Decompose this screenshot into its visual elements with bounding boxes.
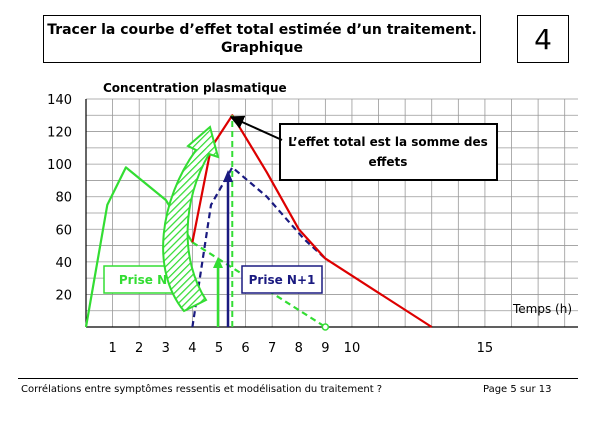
title-box: Tracer la courbe d’effet total estimée d… [43, 15, 481, 63]
callout-text-line-1: L’effet total est la somme des [288, 135, 488, 149]
y-axis-label: Concentration plasmatique [103, 81, 287, 95]
slide-number: 4 [534, 22, 552, 56]
chart-decorations [162, 125, 220, 313]
x-tick-label: 5 [215, 341, 223, 356]
end-marker [321, 323, 330, 331]
x-tick-label: 2 [135, 341, 143, 356]
x-tick-label: 3 [162, 341, 170, 356]
x-tick-label: 1 [108, 341, 116, 356]
footer-page-number: Page 5 sur 13 [483, 384, 552, 395]
y-tick-label: 80 [55, 191, 72, 206]
footer-left-text: Corrélations entre symptômes ressentis e… [21, 384, 383, 395]
y-tick-label: 40 [55, 256, 72, 271]
y-tick-label: 60 [55, 223, 72, 238]
y-tick-label: 140 [47, 93, 72, 108]
x-axis-label: Temps (h) [512, 302, 572, 316]
x-tick-label: 7 [268, 341, 276, 356]
callout-arrow [229, 115, 283, 141]
prise-n-label: Prise N [119, 273, 167, 287]
chart-axes [85, 99, 578, 328]
title-line-2: Graphique [220, 40, 304, 56]
series-line-3 [191, 166, 327, 328]
series-layer: Prise N Prise N+1 L’effet total est la som… [84, 114, 498, 331]
callout-text-line-2: effets [369, 155, 408, 169]
x-tick-label: 9 [321, 341, 329, 356]
prise-n1-box [241, 265, 323, 294]
curved-arrow-shape [162, 125, 220, 313]
tick-labels: 20 40 60 80 100 120 140 1 2 3 4 5 6 7 8 9 10 15 Concentrat… [47, 81, 572, 356]
x-tick-label: 10 [344, 341, 361, 356]
prise-n1-label: Prise N+1 [249, 273, 316, 287]
callout-box [279, 123, 498, 181]
title-line-1: Tracer la courbe d’effet total estimée d… [47, 22, 477, 38]
series-line-2 [191, 241, 326, 328]
y-tick-label: 100 [47, 158, 72, 173]
slide-number-box: 4 [517, 15, 569, 63]
x-tick-label: 8 [295, 341, 303, 356]
y-tick-label: 20 [55, 288, 72, 303]
footer-divider [18, 378, 578, 379]
y-tick-label: 120 [47, 126, 72, 141]
x-tick-label: 4 [188, 341, 196, 356]
x-tick-label: 15 [477, 341, 494, 356]
dose-n1-arrowhead [223, 170, 233, 182]
dose-n-arrowhead [213, 257, 223, 268]
x-tick-label: 6 [241, 341, 249, 356]
